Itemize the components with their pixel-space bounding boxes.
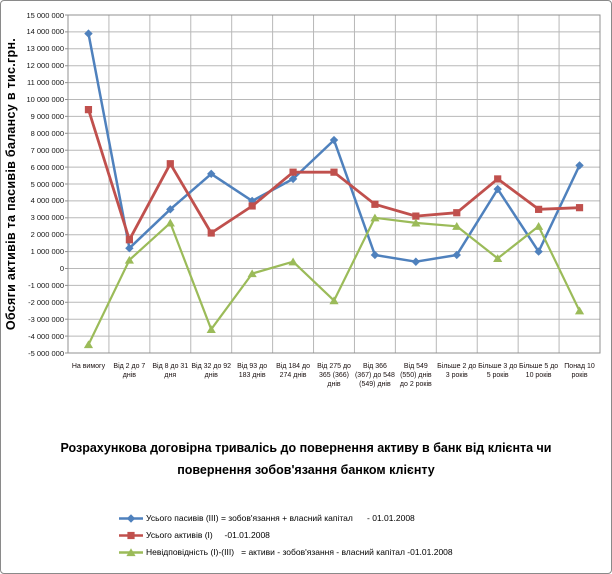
x-axis-label: Від 8 до 31 дня <box>152 363 189 379</box>
legend-label-assets: Усього активів (І) -01.01.2008 <box>146 530 270 540</box>
data-point-marker <box>453 209 461 217</box>
data-point-marker <box>166 160 174 168</box>
y-axis-tick-label: -5 000 000 <box>28 348 64 358</box>
data-point-marker <box>411 218 421 227</box>
data-point-marker <box>125 236 133 244</box>
data-point-marker <box>84 106 93 114</box>
y-axis-tick-label: 4 000 000 <box>30 196 64 206</box>
data-point-marker <box>288 174 298 184</box>
data-point-marker <box>494 175 502 183</box>
y-axis-tick-label: 9 000 000 <box>30 111 64 121</box>
data-point-marker <box>575 161 584 170</box>
data-point-marker <box>370 250 380 260</box>
data-point-marker <box>493 254 503 262</box>
y-axis-tick-label: 10 000 000 <box>26 95 64 104</box>
x-axis-label: Від 549 (550) днів до 2 років <box>399 363 432 388</box>
y-axis-tick-label: 7 000 000 <box>30 145 64 155</box>
y-axis-tick-label: -3 000 000 <box>28 314 64 324</box>
data-point-marker <box>493 184 502 194</box>
y-axis-tick-label: 5 000 000 <box>30 179 64 189</box>
data-point-marker <box>124 255 134 264</box>
y-axis-tick-label: 6 000 000 <box>30 162 64 172</box>
data-point-marker <box>166 205 175 214</box>
legend-label-mismatch: Невідповідність (І)-(ІІІ) = активи - зоб… <box>146 547 453 557</box>
data-point-marker <box>452 250 461 260</box>
x-axis-label: Більше 2 до 3 років <box>437 363 477 379</box>
series-line-0 <box>87 33 581 263</box>
x-axis-label: Від 32 до 92 днів <box>191 363 232 379</box>
data-point-marker <box>288 257 298 266</box>
data-point-marker <box>247 269 257 278</box>
y-axis-tick-label: 11 000 000 <box>27 78 64 88</box>
chart-legend: Усього пасивів (ІІІ) = зобов'язання + вл… <box>118 510 453 561</box>
x-axis-label: Від 275 до 365 (366) днів <box>317 363 351 388</box>
y-axis-tick-label: -2 000 000 <box>28 297 64 307</box>
legend-triangle-line-icon <box>119 548 143 557</box>
y-axis-tick-label: -1 000 000 <box>28 280 64 290</box>
legend-diamond-line-icon <box>119 514 143 523</box>
data-point-marker <box>206 325 216 333</box>
data-point-marker <box>207 169 216 179</box>
y-axis-tick-label: 2 000 000 <box>30 230 64 240</box>
data-point-marker <box>370 213 380 222</box>
y-axis-tick-label: 13 000 000 <box>26 44 64 54</box>
data-point-marker <box>248 202 256 210</box>
legend-item-mismatch: Невідповідність (І)-(ІІІ) = активи - зоб… <box>118 544 453 561</box>
data-point-marker <box>575 204 584 212</box>
y-axis-tick-label: 8 000 000 <box>30 128 64 138</box>
legend-square-line-icon <box>119 531 143 540</box>
y-axis-tick-label: -4 000 000 <box>28 331 64 341</box>
data-point-marker <box>84 29 93 38</box>
y-axis-tick-label: 15 000 000 <box>26 10 64 20</box>
y-axis-tick-label: 1 000 000 <box>30 247 64 257</box>
x-axis-label: На вимогу <box>71 363 106 370</box>
x-axis-label: Від 93 до 183 днів <box>237 363 268 379</box>
data-point-marker <box>411 257 421 266</box>
data-point-marker <box>329 135 339 145</box>
data-point-marker <box>330 168 338 176</box>
data-point-marker <box>535 205 543 213</box>
legend-item-assets: Усього активів (І) -01.01.2008 <box>118 527 453 544</box>
x-axis-label: Від 2 до 7 днів <box>113 363 146 379</box>
x-axis-label: Від 184 до 274 днів <box>276 363 310 379</box>
data-point-marker <box>534 222 544 230</box>
data-point-marker <box>329 296 339 305</box>
data-point-marker <box>125 244 134 253</box>
y-axis-tick-label: 0 <box>59 264 64 273</box>
legend-label-liabilities: Усього пасивів (ІІІ) = зобов'язання + вл… <box>146 513 415 523</box>
legend-item-liabilities: Усього пасивів (ІІІ) = зобов'язання + вл… <box>118 510 453 527</box>
x-axis-label: Від 366 (367) до 548 (549) днів <box>354 363 395 388</box>
y-axis-tick-label: 12 000 000 <box>26 61 64 71</box>
y-axis-tick-label: 14 000 000 <box>26 27 64 37</box>
chart-title: Розрахункова договірна тривалісь до пове… <box>60 441 552 477</box>
y-axis-tick-label: 3 000 000 <box>30 213 64 223</box>
data-point-marker <box>83 340 94 349</box>
x-axis-label: Більше 3 до 5 років <box>478 363 518 379</box>
data-point-marker <box>412 212 420 220</box>
x-axis-label: Понад 10 років <box>564 363 595 379</box>
data-point-marker <box>452 222 462 230</box>
series-line-2 <box>87 216 581 346</box>
data-point-marker <box>165 218 175 227</box>
data-point-marker <box>289 168 297 176</box>
data-point-marker <box>574 306 585 315</box>
x-axis-label: Більше 5 до 10 років <box>519 363 559 379</box>
data-point-marker <box>371 200 379 208</box>
data-point-marker <box>534 247 543 256</box>
data-point-marker <box>207 229 215 237</box>
